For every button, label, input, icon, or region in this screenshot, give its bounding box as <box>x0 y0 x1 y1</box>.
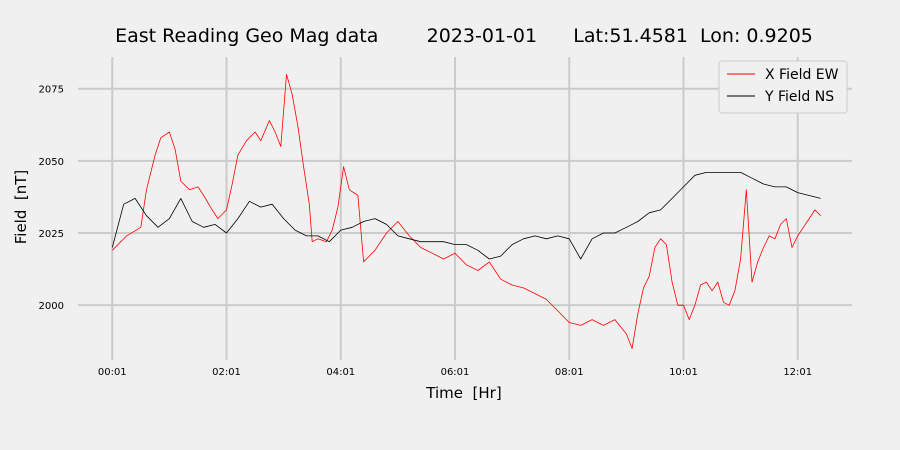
legend: X Field EW Y Field NS <box>718 60 848 114</box>
y-tick-label: 2075 <box>39 85 64 96</box>
legend-label: Y Field NS <box>764 89 834 105</box>
series-line-1 <box>112 73 821 349</box>
series-layer <box>111 73 821 349</box>
y-tick-label: 2050 <box>39 157 64 168</box>
legend-label: X Field EW <box>765 67 839 83</box>
x-tick-label: 12:01 <box>783 367 812 378</box>
x-tick-label: 10:01 <box>669 367 698 378</box>
y-axis-label: Field [nT] <box>12 170 30 245</box>
x-tick-label: 00:01 <box>98 367 127 378</box>
y-tick-label: 2000 <box>39 301 64 312</box>
chart-title: East Reading Geo Mag data 2023-01-01 Lat… <box>115 25 813 47</box>
x-tick-label: 02:01 <box>212 367 241 378</box>
x-tick-label: 08:01 <box>555 367 584 378</box>
grid-lines <box>78 57 852 360</box>
series-line-2 <box>111 171 821 260</box>
x-axis-ticks: 00:01 02:01 04:01 06:01 08:01 10:01 12:01 <box>98 367 812 378</box>
y-axis-ticks: 2000 2025 2050 2075 <box>39 85 64 312</box>
x-axis-label: Time [Hr] <box>425 384 501 402</box>
y-tick-label: 2025 <box>39 229 64 240</box>
x-tick-label: 04:01 <box>326 367 355 378</box>
x-tick-label: 06:01 <box>441 367 470 378</box>
